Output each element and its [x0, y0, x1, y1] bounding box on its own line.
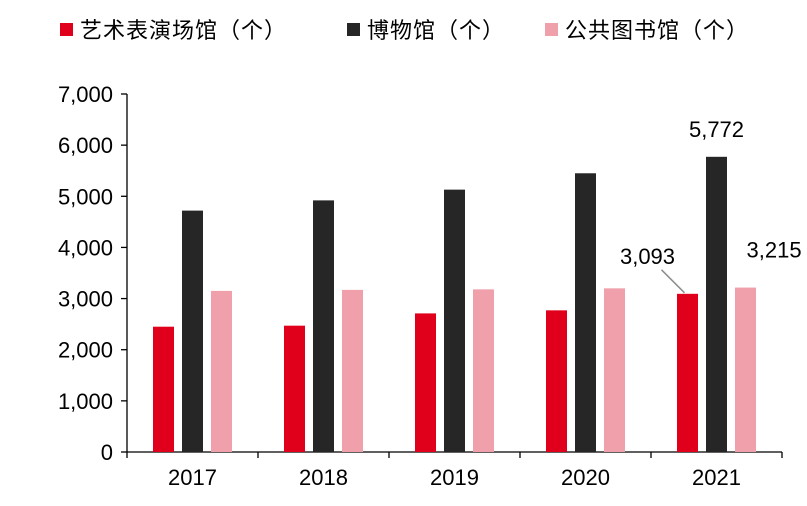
legend-swatch-performing-arts	[60, 22, 73, 36]
bar-s1-2020	[575, 173, 596, 452]
legend-label-museums: 博物馆（个）	[367, 19, 506, 44]
data-label-s2-2021: 3,215	[747, 238, 802, 263]
y-tick-label-5: 5,000	[58, 184, 113, 209]
y-tick-label-4: 4,000	[58, 235, 113, 260]
x-tick-label-2021: 2021	[692, 465, 741, 490]
bar-s1-2018	[313, 200, 334, 452]
legend-item-museums: 博物馆（个）	[347, 14, 505, 44]
y-tick-label-6: 6,000	[58, 133, 113, 158]
legend-item-performing-arts: 艺术表演场馆（个）	[60, 14, 287, 44]
x-tick-label-2019: 2019	[430, 465, 479, 490]
y-tick-label-0: 0	[101, 440, 113, 465]
data-label-s0-2021: 3,093	[620, 244, 675, 269]
x-tick-label-2020: 2020	[561, 465, 610, 490]
bar-s0-2018	[284, 325, 305, 452]
legend-item-libraries: 公共图书馆（个）	[545, 14, 749, 44]
bar-s2-2021	[735, 287, 756, 452]
bar-s1-2017	[182, 210, 203, 452]
bars	[153, 156, 756, 453]
x-tick-label-2018: 2018	[299, 465, 348, 490]
legend-label-libraries: 公共图书馆（个）	[565, 19, 750, 44]
x-axis: 2017 2018 2019 2020 2021	[126, 451, 783, 490]
y-tick-label-7: 7,000	[58, 82, 113, 107]
bar-s1-2019	[444, 189, 465, 452]
y-tick-label-2: 2,000	[58, 338, 113, 363]
bar-s0-2019	[415, 313, 436, 452]
data-label-leader-0	[660, 269, 686, 294]
bar-s0-2021	[677, 293, 698, 452]
bar-s2-2019	[473, 289, 494, 452]
legend-swatch-museums	[347, 22, 360, 36]
bar-s0-2020	[546, 310, 567, 452]
bar-s0-2017	[153, 326, 174, 452]
bar-s1-2021	[706, 156, 727, 453]
bar-s2-2017	[211, 290, 232, 452]
y-tick-label-3: 3,000	[58, 287, 113, 312]
bar-s2-2020	[604, 288, 625, 452]
y-tick-label-1: 1,000	[58, 389, 113, 414]
data-labels: 3,093 5,772 3,215	[620, 117, 802, 294]
bar-s2-2018	[342, 289, 363, 452]
data-label-s1-2021: 5,772	[689, 117, 744, 142]
y-axis: 0 1,000 2,000 3,000 4,000 5,000 6,000 7,000	[58, 82, 128, 465]
legend: 艺术表演场馆（个） 博物馆（个） 公共图书馆（个）	[0, 14, 807, 44]
x-tick-label-2017: 2017	[168, 465, 217, 490]
legend-swatch-libraries	[545, 22, 558, 36]
legend-label-performing-arts: 艺术表演场馆（个）	[80, 19, 288, 44]
